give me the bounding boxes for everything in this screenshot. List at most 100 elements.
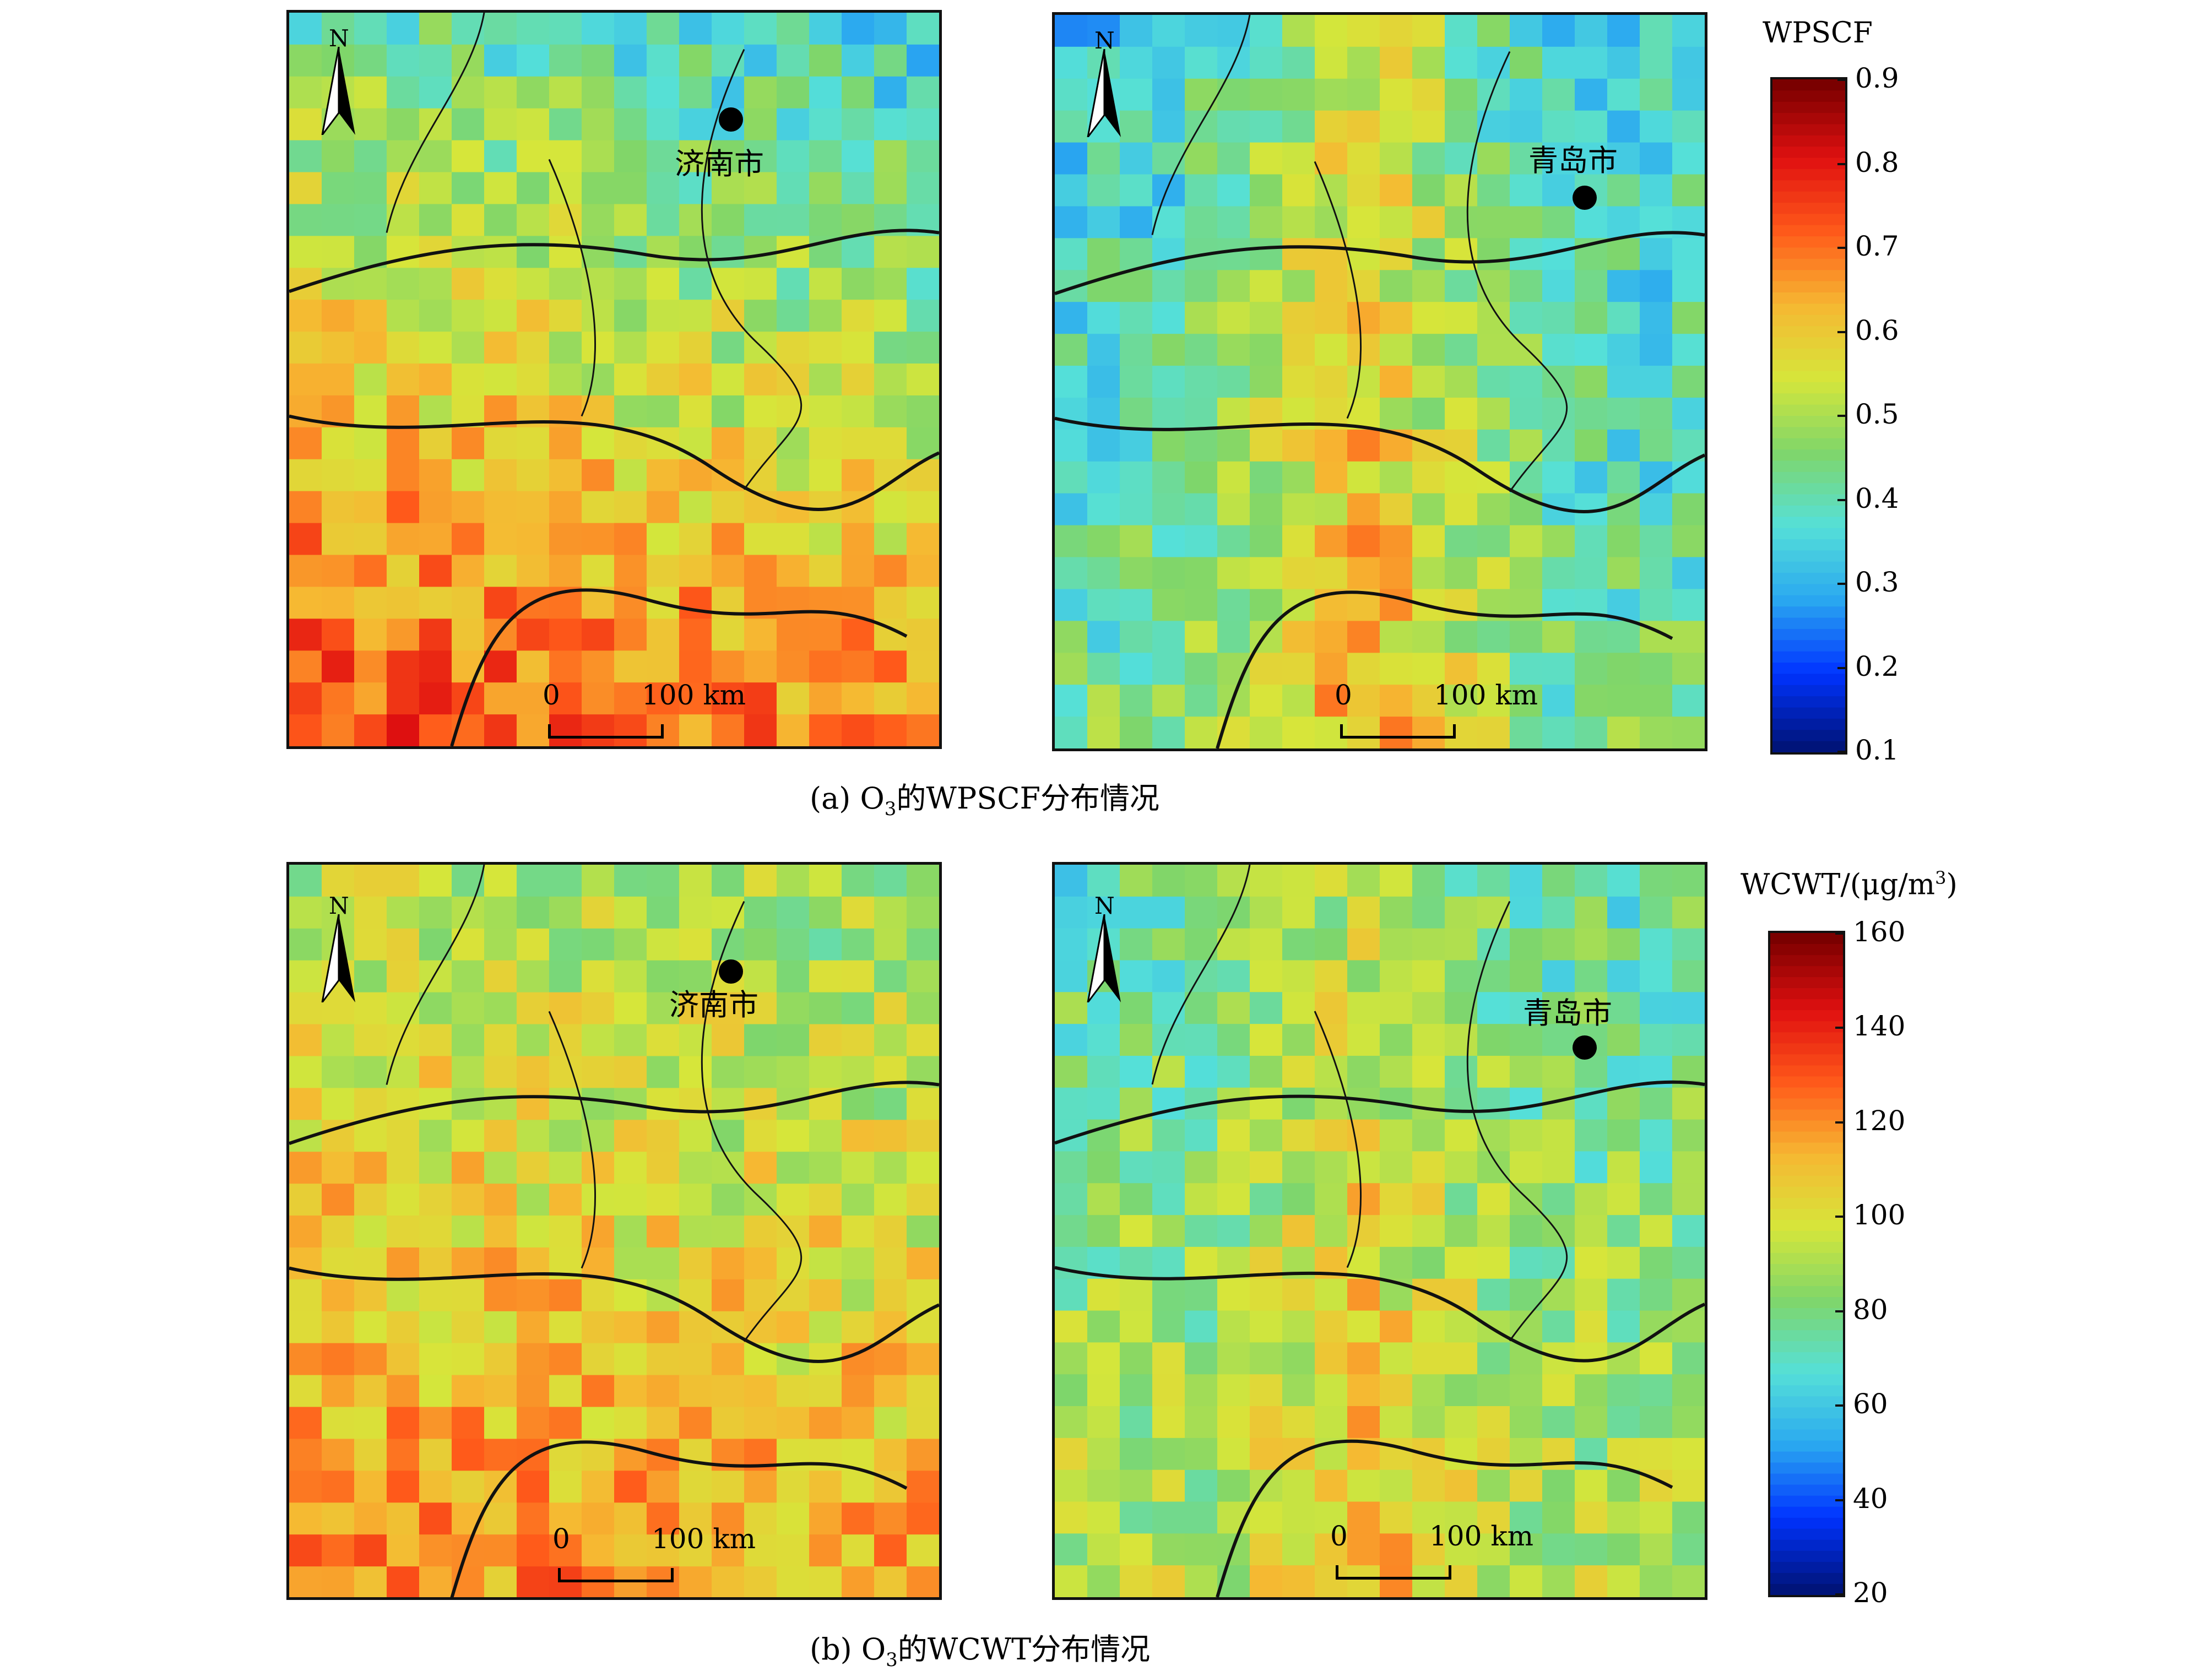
colorbar-tick-label: 120 bbox=[1853, 1104, 1906, 1137]
colorbar-tick-mark bbox=[1837, 162, 1847, 165]
city-marker-jinan bbox=[719, 107, 743, 132]
wpscf-grid-a-right bbox=[1055, 15, 1705, 748]
north-arrow: N bbox=[1082, 27, 1126, 137]
north-arrow-icon bbox=[1087, 914, 1121, 1002]
colorbar-tick-label: 0.4 bbox=[1855, 482, 1899, 514]
boundary-line bbox=[1466, 900, 1568, 1342]
boundary-line bbox=[1314, 1011, 1362, 1268]
north-arrow: N bbox=[317, 25, 361, 135]
wpscf-grid-a-left bbox=[289, 13, 939, 746]
boundary-line bbox=[1466, 51, 1568, 492]
wcwt-grid-b-left bbox=[289, 865, 939, 1597]
colorbar-tick-label: 40 bbox=[1853, 1482, 1888, 1515]
boundary-line bbox=[289, 1081, 939, 1145]
boundary-line bbox=[1055, 231, 1705, 295]
colorbar-wpscf-steps bbox=[1772, 79, 1845, 752]
scale-bar-line bbox=[1340, 724, 1456, 739]
north-arrow: N bbox=[1082, 892, 1126, 1002]
colorbar-title-wpscf: WPSCF bbox=[1763, 17, 1873, 50]
colorbar-tick-label: 0.8 bbox=[1855, 146, 1899, 178]
colorbar-tick-label: 140 bbox=[1853, 1010, 1906, 1043]
colorbar-tick-label: 100 bbox=[1853, 1199, 1906, 1231]
colorbar-tick-mark bbox=[1837, 666, 1847, 669]
colorbar-tick-mark bbox=[1835, 1121, 1845, 1124]
colorbar-tick-mark bbox=[1835, 1404, 1845, 1407]
scale-zero: 0 bbox=[1335, 679, 1352, 711]
boundary-line bbox=[1216, 1439, 1673, 1597]
scale-label: 100 km bbox=[642, 679, 746, 711]
map-panel-a-left: N 济南市 0 100 km bbox=[286, 10, 942, 749]
colorbar-tick-mark bbox=[1835, 1593, 1845, 1596]
colorbar-tick-mark bbox=[1837, 330, 1847, 333]
caption-a: (a) O3的WPSCF分布情况 bbox=[810, 781, 1160, 820]
colorbar-tick-mark bbox=[1835, 1499, 1845, 1501]
scale-zero: 0 bbox=[543, 679, 560, 711]
north-arrow-icon bbox=[321, 47, 355, 135]
colorbar-tick-label: 0.9 bbox=[1855, 62, 1899, 94]
scale-bar-line bbox=[558, 1568, 674, 1582]
scale-bar: 0 100 km bbox=[552, 1523, 756, 1589]
city-label-qingdao: 青岛市 bbox=[1528, 143, 1618, 178]
boundary-line bbox=[386, 13, 485, 233]
boundary-line bbox=[701, 900, 802, 1342]
scale-bar-line bbox=[1336, 1565, 1451, 1580]
colorbar-tick-label: 160 bbox=[1853, 916, 1906, 948]
scale-zero: 0 bbox=[552, 1523, 570, 1555]
city-marker-qingdao bbox=[1573, 186, 1597, 210]
scale-label: 100 km bbox=[1434, 679, 1538, 711]
colorbar-wcwt-steps bbox=[1770, 933, 1843, 1595]
colorbar-tick-label: 0.3 bbox=[1855, 566, 1899, 598]
scale-bar: 0 100 km bbox=[1330, 1520, 1533, 1586]
north-arrow-icon bbox=[1087, 49, 1121, 137]
colorbar-tick-label: 20 bbox=[1853, 1577, 1888, 1609]
colorbar-tick-mark bbox=[1837, 751, 1847, 753]
colorbar-tick-label: 60 bbox=[1853, 1388, 1888, 1420]
boundary-line bbox=[289, 229, 939, 293]
boundary-line bbox=[289, 414, 939, 511]
colorbar-tick-mark bbox=[1835, 1216, 1845, 1218]
colorbar-tick-mark bbox=[1837, 583, 1847, 585]
boundary-line bbox=[1216, 590, 1673, 748]
colorbar-tick-mark bbox=[1837, 79, 1847, 81]
city-label-jinan: 济南市 bbox=[675, 147, 764, 181]
colorbar-tick-label: 0.1 bbox=[1855, 734, 1899, 766]
wcwt-grid-b-right bbox=[1055, 865, 1705, 1597]
map-panel-b-left: N 济南市 0 100 km bbox=[286, 862, 942, 1600]
boundary-line bbox=[289, 1266, 939, 1363]
boundary-line bbox=[450, 1440, 908, 1597]
boundary-line bbox=[386, 865, 485, 1085]
north-arrow-icon bbox=[321, 914, 355, 1002]
colorbar-tick-label: 80 bbox=[1853, 1293, 1888, 1326]
boundary-line bbox=[548, 159, 596, 417]
colorbar-tick-mark bbox=[1837, 415, 1847, 417]
colorbar-tick-mark bbox=[1835, 932, 1845, 935]
boundary-line bbox=[1055, 1080, 1705, 1145]
map-panel-b-right: N 青岛市 0 100 km bbox=[1052, 862, 1707, 1600]
colorbar-tick-label: 0.6 bbox=[1855, 314, 1899, 346]
colorbar-wpscf bbox=[1770, 77, 1847, 755]
colorbar-tick-label: 0.5 bbox=[1855, 398, 1899, 430]
boundary-line bbox=[1151, 15, 1251, 235]
colorbar-tick-mark bbox=[1835, 1310, 1845, 1312]
boundary-line bbox=[1055, 416, 1705, 513]
colorbar-tick-label: 0.2 bbox=[1855, 650, 1899, 682]
colorbar-tick-mark bbox=[1835, 1027, 1845, 1029]
scale-bar: 0 100 km bbox=[1335, 679, 1538, 745]
scale-bar: 0 100 km bbox=[543, 679, 746, 745]
city-label-qingdao: 青岛市 bbox=[1523, 996, 1612, 1030]
colorbar-title-wcwt: WCWT/(μg/m3) bbox=[1741, 867, 1958, 902]
boundary-line bbox=[1055, 1266, 1705, 1363]
boundary-line bbox=[701, 48, 802, 490]
city-marker-qingdao bbox=[1573, 1035, 1597, 1060]
scale-label: 100 km bbox=[1429, 1520, 1534, 1552]
scale-bar-line bbox=[548, 724, 664, 739]
north-arrow: N bbox=[317, 892, 361, 1002]
city-marker-jinan bbox=[719, 959, 743, 984]
scale-label: 100 km bbox=[652, 1523, 756, 1555]
colorbar-tick-mark bbox=[1837, 247, 1847, 249]
boundary-line bbox=[548, 1011, 596, 1269]
caption-b: (b) O3的WCWT分布情况 bbox=[810, 1632, 1151, 1671]
map-panel-a-right: N 青岛市 0 100 km bbox=[1052, 12, 1707, 751]
colorbar-tick-label: 0.7 bbox=[1855, 230, 1899, 262]
boundary-line bbox=[1151, 865, 1251, 1085]
